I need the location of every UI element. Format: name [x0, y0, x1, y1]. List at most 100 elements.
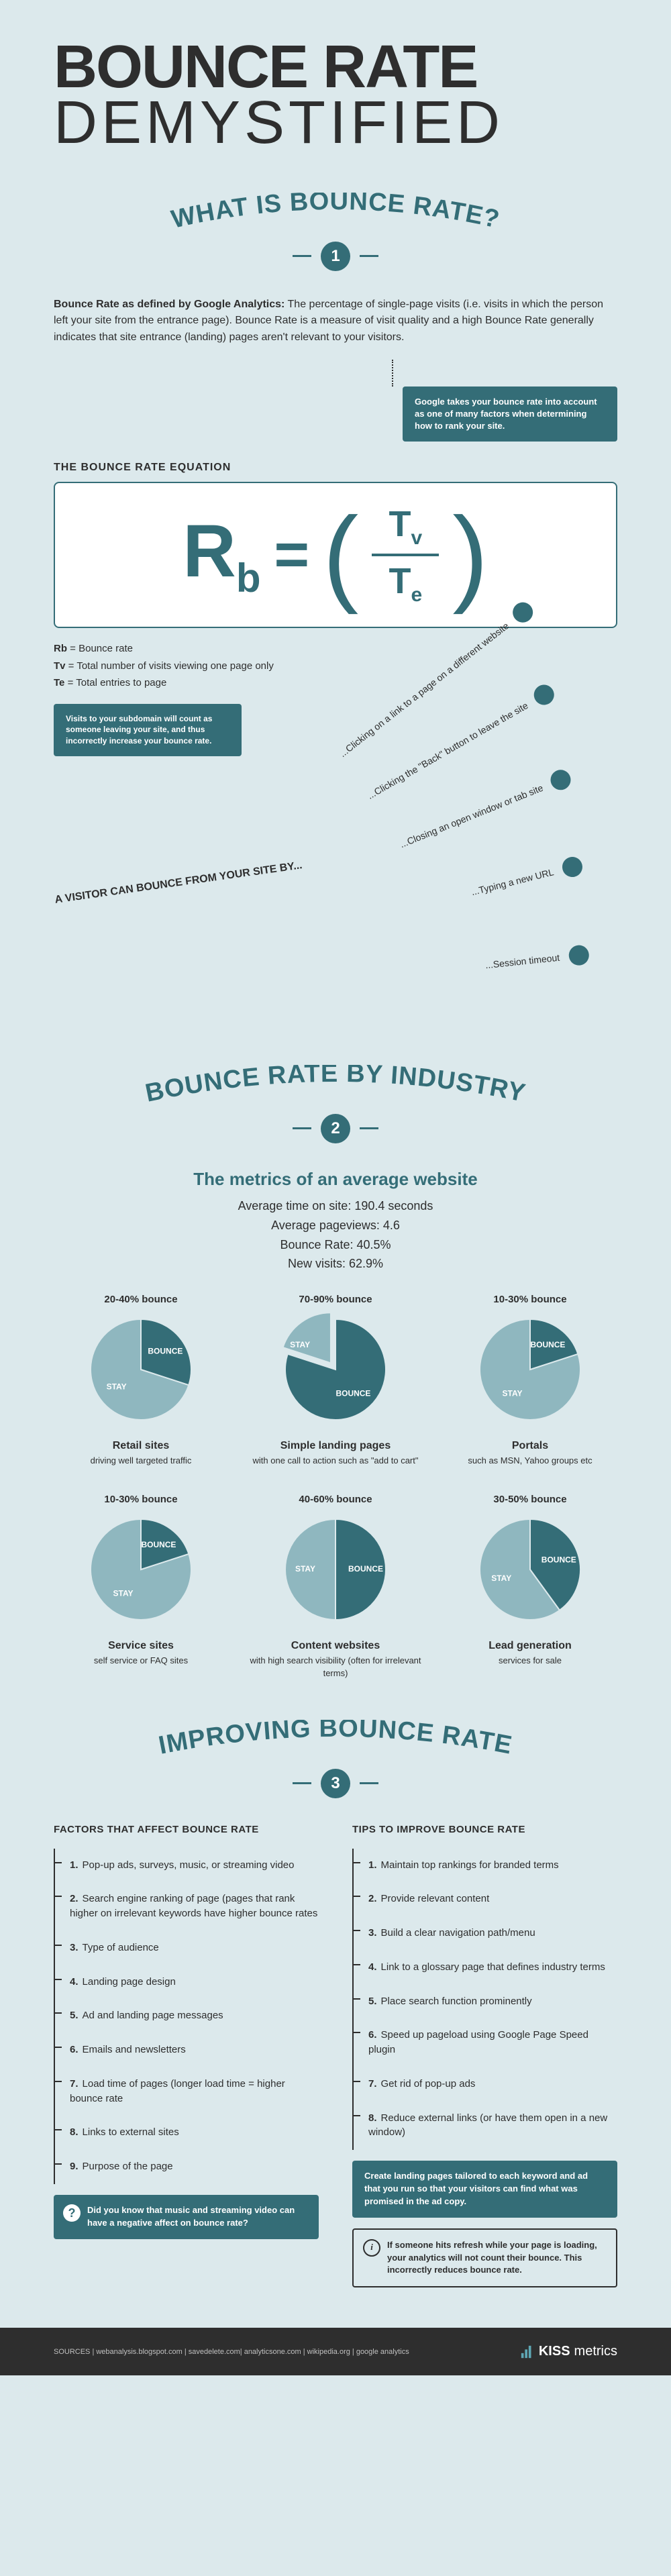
pie-desc: services for sale	[443, 1655, 617, 1667]
list-item: 8.Links to external sites	[55, 2116, 319, 2150]
section-2-number: 2	[321, 1114, 350, 1143]
list-item: 5.Place search function prominently	[354, 1985, 617, 2019]
dash-right	[360, 255, 378, 257]
list-item: 4.Link to a glossary page that defines i…	[354, 1951, 617, 1985]
pie-range-label: 10-30% bounce	[54, 1494, 228, 1505]
pie-name: Service sites	[54, 1640, 228, 1652]
pie-chart-cell: 40-60% bounce BOUNCE STAY Content websit…	[248, 1494, 423, 1679]
svg-text:STAY: STAY	[503, 1389, 523, 1398]
pie-chart-cell: 30-50% bounce BOUNCE STAY Lead generatio…	[443, 1494, 617, 1679]
list-item: 8.Reduce external links (or have them op…	[354, 2102, 617, 2151]
bounce-from-label: A VISITOR CAN BOUNCE FROM YOUR SITE BY..…	[54, 860, 303, 907]
info-callout: i If someone hits refresh while your pag…	[352, 2228, 617, 2288]
svg-text:STAY: STAY	[290, 1340, 310, 1349]
kissmetrics-icon	[520, 2345, 535, 2359]
pie-chart-cell: 20-40% bounce BOUNCE STAY Retail sites d…	[54, 1294, 228, 1467]
svg-text:STAY: STAY	[491, 1574, 511, 1583]
bounce-dot-icon	[568, 944, 590, 966]
svg-text:STAY: STAY	[113, 1589, 134, 1598]
metric-time: Average time on site: 190.4 seconds	[54, 1196, 617, 1216]
list-item: 3.Build a clear navigation path/menu	[354, 1916, 617, 1951]
main-subtitle: DEMYSTIFIED	[54, 95, 617, 152]
pie-name: Lead generation	[443, 1640, 617, 1652]
metric-newvisits: New visits: 62.9%	[54, 1254, 617, 1274]
pie-range-label: 30-50% bounce	[443, 1494, 617, 1505]
svg-text:BOUNCE: BOUNCE	[541, 1555, 576, 1565]
pie-range-label: 20-40% bounce	[54, 1294, 228, 1305]
eq-paren-right: )	[452, 517, 488, 593]
list-item: 6.Emails and newsletters	[55, 2033, 319, 2067]
list-item: 2.Provide relevant content	[354, 1882, 617, 1916]
footer: SOURCES | webanalysis.blogspot.com | sav…	[0, 2328, 671, 2375]
svg-text:BOUNCE: BOUNCE	[530, 1340, 565, 1349]
bounce-dot-icon	[560, 855, 584, 879]
list-item: 5.Ad and landing page messages	[55, 1999, 319, 2033]
callout-google-rank: Google takes your bounce rate into accou…	[403, 387, 617, 442]
tips-list: 1.Maintain top rankings for branded term…	[352, 1849, 617, 2151]
eq-rb: Rb	[183, 509, 260, 601]
pie-chart: BOUNCE STAY	[81, 1509, 201, 1630]
curved-title-1: WHAT IS BOUNCE RATE?	[148, 193, 523, 233]
improve-columns: FACTORS THAT AFFECT BOUNCE RATE 1.Pop-up…	[54, 1824, 617, 2288]
pie-desc: with one call to action such as "add to …	[248, 1455, 423, 1467]
pie-name: Simple landing pages	[248, 1440, 423, 1452]
list-item: 4.Landing page design	[55, 1965, 319, 2000]
question-icon: ?	[63, 2204, 81, 2222]
callout-subdomain: Visits to your subdomain will count as s…	[54, 704, 242, 756]
pie-desc: self service or FAQ sites	[54, 1655, 228, 1667]
pie-charts-grid: 20-40% bounce BOUNCE STAY Retail sites d…	[54, 1294, 617, 1680]
pie-name: Content websites	[248, 1640, 423, 1652]
eq-fraction: Tv Te	[372, 503, 439, 607]
svg-text:IMPROVING BOUNCE RATE: IMPROVING BOUNCE RATE	[156, 1720, 515, 1760]
pie-desc: such as MSN, Yahoo groups etc	[443, 1455, 617, 1467]
pie-chart: BOUNCE STAY	[275, 1509, 396, 1630]
pie-chart-cell: 10-30% bounce BOUNCE STAY Portals such a…	[443, 1294, 617, 1467]
pie-chart: BOUNCE STAY	[81, 1309, 201, 1430]
svg-text:STAY: STAY	[107, 1382, 127, 1392]
main-title: BOUNCE RATE	[54, 40, 617, 95]
list-item: 6.Speed up pageload using Google Page Sp…	[354, 2018, 617, 2067]
eq-equals: =	[274, 521, 309, 590]
list-item: 7.Load time of pages (longer load time =…	[55, 2067, 319, 2116]
list-item: 7.Get rid of pop-up ads	[354, 2067, 617, 2102]
list-item: 3.Type of audience	[55, 1931, 319, 1965]
factors-list: 1.Pop-up ads, surveys, music, or streami…	[54, 1849, 319, 2184]
equation-box: Rb = ( Tv Te )	[54, 482, 617, 628]
bounce-dot-icon	[548, 767, 574, 793]
connector-line	[392, 360, 617, 387]
section-3-header: IMPROVING BOUNCE RATE 3	[54, 1720, 617, 1804]
infographic-container: BOUNCE RATE DEMYSTIFIED WHAT IS BOUNCE R…	[0, 0, 671, 2287]
question-callout: ? Did you know that music and streaming …	[54, 2195, 319, 2239]
section-1-header: WHAT IS BOUNCE RATE? 1	[54, 193, 617, 276]
pie-desc: driving well targeted traffic	[54, 1455, 228, 1467]
pie-name: Retail sites	[54, 1440, 228, 1452]
info-icon: i	[363, 2239, 380, 2257]
factors-column: FACTORS THAT AFFECT BOUNCE RATE 1.Pop-up…	[54, 1824, 319, 2288]
svg-text:WHAT IS BOUNCE RATE?: WHAT IS BOUNCE RATE?	[169, 193, 503, 233]
pie-chart-cell: 70-90% bounce BOUNCE STAY Simple landing…	[248, 1294, 423, 1467]
list-item: 2.Search engine ranking of page (pages t…	[55, 1882, 319, 1931]
list-item: 9.Purpose of the page	[55, 2150, 319, 2184]
pie-chart: BOUNCE STAY	[275, 1309, 396, 1430]
dash-left	[293, 255, 311, 257]
section-1-number: 1	[321, 242, 350, 271]
equation-label: THE BOUNCE RATE EQUATION	[54, 462, 617, 474]
tips-title: TIPS TO IMPROVE BOUNCE RATE	[352, 1824, 617, 1835]
section-3-number: 3	[321, 1769, 350, 1798]
pie-range-label: 40-60% bounce	[248, 1494, 423, 1505]
sources-text: SOURCES | webanalysis.blogspot.com | sav…	[54, 2348, 409, 2356]
kissmetrics-logo: KISSmetrics	[520, 2344, 617, 2359]
average-metrics: The metrics of an average website Averag…	[54, 1169, 617, 1274]
pie-desc: with high search visibility (often for i…	[248, 1655, 423, 1679]
pie-range-label: 10-30% bounce	[443, 1294, 617, 1305]
metric-pageviews: Average pageviews: 4.6	[54, 1216, 617, 1235]
eq-tv: Tv	[389, 503, 422, 550]
curved-title-2: BOUNCE RATE BY INDUSTRY	[127, 1065, 544, 1105]
bounce-way-item: ...Session timeout	[307, 944, 590, 994]
equation-definitions: Rb = Bounce rate Tv = Total number of vi…	[54, 640, 617, 692]
pie-chart: BOUNCE STAY	[470, 1309, 590, 1430]
metrics-title: The metrics of an average website	[54, 1169, 617, 1190]
pie-name: Portals	[443, 1440, 617, 1452]
pie-chart-cell: 10-30% bounce BOUNCE STAY Service sites …	[54, 1494, 228, 1679]
pie-range-label: 70-90% bounce	[248, 1294, 423, 1305]
